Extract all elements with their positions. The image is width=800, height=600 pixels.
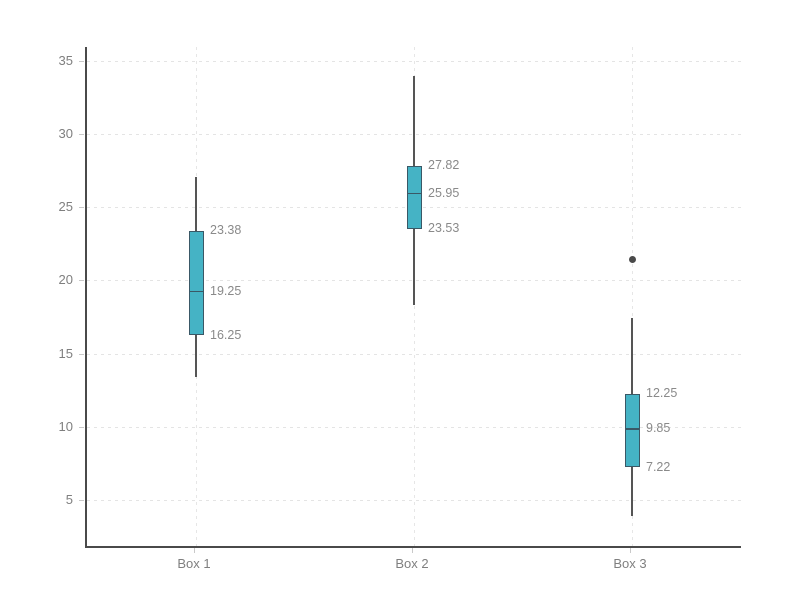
q3-value-label: 12.25 xyxy=(646,386,678,401)
x-tick-mark xyxy=(194,548,195,553)
x-category-label: Box 1 xyxy=(177,556,211,571)
upper-whisker xyxy=(195,176,197,231)
box-rect xyxy=(406,165,422,229)
y-tick-mark xyxy=(79,207,84,209)
box-rect xyxy=(624,393,640,468)
y-tick-mark xyxy=(79,60,84,62)
y-tick-label: 30 xyxy=(58,126,73,142)
lower-whisker xyxy=(195,335,197,377)
y-tick-mark xyxy=(79,499,84,501)
y-tick-mark xyxy=(79,426,84,428)
lower-whisker xyxy=(631,467,633,516)
q1-value-label: 16.25 xyxy=(210,327,242,342)
upper-whisker xyxy=(631,318,633,394)
outlier-point xyxy=(628,256,636,264)
median-line xyxy=(188,290,204,293)
q1-value-label: 23.53 xyxy=(428,221,460,236)
y-tick-mark xyxy=(79,353,84,355)
y-tick-label: 20 xyxy=(58,272,73,288)
upper-whisker xyxy=(413,75,415,166)
y-tick-mark xyxy=(79,134,84,136)
y-tick-label: 5 xyxy=(65,491,73,507)
q3-value-label: 23.38 xyxy=(210,223,242,238)
x-category-label: Box 2 xyxy=(395,556,429,571)
x-gridline xyxy=(632,47,633,546)
x-tick-mark xyxy=(630,548,631,553)
x-category-label: Box 3 xyxy=(613,556,647,571)
plot-area: 23.38 19.25 16.25 27.82 25.95 23.53 12.25 9.85 7… xyxy=(85,47,741,548)
y-tick-mark xyxy=(79,280,84,282)
median-line xyxy=(406,192,422,195)
y-tick-label: 25 xyxy=(58,199,73,215)
q1-value-label: 7.22 xyxy=(646,459,671,474)
median-value-label: 19.25 xyxy=(210,283,242,298)
y-tick-label: 10 xyxy=(58,418,73,434)
q3-value-label: 27.82 xyxy=(428,158,460,173)
median-value-label: 9.85 xyxy=(646,421,671,436)
box-rect xyxy=(188,230,204,336)
y-tick-label: 35 xyxy=(58,52,73,68)
median-value-label: 25.95 xyxy=(428,185,460,200)
y-tick-label: 15 xyxy=(58,345,73,361)
median-line xyxy=(624,428,640,430)
lower-whisker xyxy=(413,228,415,306)
x-tick-mark xyxy=(412,548,413,553)
